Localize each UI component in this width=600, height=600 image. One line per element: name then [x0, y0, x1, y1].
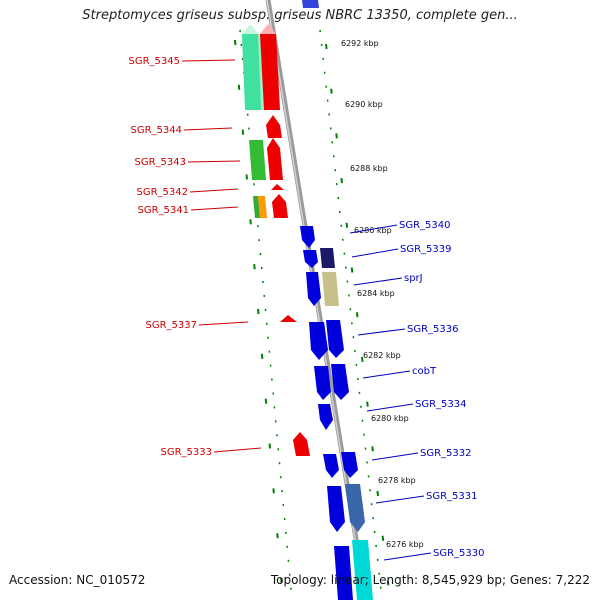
gene-label-leader [189, 188, 239, 193]
gene-sgr-5330a[interactable] [334, 546, 353, 600]
left-tick-row [234, 39, 284, 600]
gene-label-leader [190, 206, 239, 211]
gene-label-leader [371, 452, 419, 461]
gene-label[interactable]: SGR_5330 [433, 548, 485, 559]
gene-label-leader [375, 495, 425, 504]
gene-sprj-blue[interactable] [306, 272, 321, 306]
gene-sgr-5334[interactable] [318, 404, 333, 430]
gene-sgr-5344[interactable] [266, 115, 282, 138]
gene-sgr-5331b[interactable] [345, 484, 365, 532]
right-tick-row [325, 43, 391, 600]
scale-label: 6288 kbp [350, 164, 388, 173]
gene-label-leader [181, 59, 236, 62]
map-title: Streptomyces griseus subsp. griseus NBRC… [82, 8, 518, 23]
gene-label-leader [366, 403, 414, 412]
gene-sgr-5343[interactable] [267, 138, 283, 180]
gene-label-leader [351, 248, 399, 258]
gene-label-leader [213, 447, 262, 453]
accession-label: Accession: NC_010572 [9, 573, 146, 587]
gene-sgr-5340[interactable] [300, 226, 315, 248]
gene-label-leader [183, 127, 233, 131]
gene-label[interactable]: SGR_5332 [420, 448, 472, 459]
genome-summary: Topology: linear; Length: 8,545,929 bp; … [271, 573, 590, 587]
gene-label[interactable]: SGR_5345 [129, 56, 181, 67]
gene-label-leader [357, 328, 406, 336]
gene-sprj[interactable] [322, 272, 339, 306]
gene-sgr-5331a[interactable] [327, 486, 345, 532]
gene-label[interactable]: SGR_5341 [138, 205, 190, 216]
scale-label: 6280 kbp [371, 414, 409, 423]
genes-count-label: Genes: 7,222 [509, 573, 590, 587]
gene-sgr-5345[interactable] [242, 24, 280, 110]
scale-labels: 6292 kbp 6290 kbp 6288 kbp 6286 kbp 6284 kbp… [341, 39, 424, 549]
gene-top-blue[interactable] [302, 0, 319, 8]
gene-sgr-5337[interactable] [280, 315, 297, 322]
gene-sgr-5339[interactable] [303, 250, 318, 268]
scale-label: 6276 kbp [386, 540, 424, 549]
gene-label[interactable]: SGR_5337 [146, 320, 198, 331]
gene-label[interactable]: SGR_5339 [400, 244, 452, 255]
gene-label[interactable]: SGR_5334 [415, 399, 467, 410]
gene-label-leader [383, 552, 432, 561]
gene-sgr-5332a[interactable] [323, 454, 339, 478]
left-gene-labels: SGR_5345 SGR_5344 SGR_5343 SGR_5342 SGR_5341… [129, 56, 262, 458]
gene-label-leader [198, 321, 249, 326]
gene-label[interactable]: SGR_5340 [399, 220, 451, 231]
gene-label[interactable]: SGR_5342 [137, 187, 189, 198]
scale-label: 6286 kbp [354, 226, 392, 235]
gene-sgr-5330b[interactable] [352, 540, 373, 600]
gene-label[interactable]: SGR_5344 [131, 125, 183, 136]
gene-label[interactable]: SGR_5333 [161, 447, 213, 458]
gene-sgr-5339b[interactable] [320, 248, 335, 268]
gene-label-leader [187, 160, 241, 163]
gene-sgr-5333[interactable] [293, 432, 310, 456]
scale-label: 6278 kbp [378, 476, 416, 485]
scale-label: 6284 kbp [357, 289, 395, 298]
gene-label-leader [362, 370, 411, 379]
topology-label: Topology: linear; [270, 573, 369, 587]
right-outer-track-guide [319, 29, 383, 600]
gene-cobt-a[interactable] [314, 366, 331, 400]
scale-label: 6282 kbp [363, 351, 401, 360]
scale-label: 6290 kbp [345, 100, 383, 109]
gene-label[interactable]: SGR_5331 [426, 491, 478, 502]
length-label: Length: 8,545,929 bp; [372, 573, 507, 587]
gene-label-leader [353, 277, 403, 286]
gene-sgr-5343-green[interactable] [249, 140, 266, 180]
gene-sgr-5342[interactable] [271, 184, 284, 190]
gene-sgr-5336b[interactable] [326, 320, 344, 358]
gene-sgr-5332b[interactable] [341, 452, 358, 478]
gene-sgr-5341[interactable] [253, 194, 288, 218]
gene-cobt-b[interactable] [331, 364, 349, 400]
right-gene-labels: SGR_5340 SGR_5339 sprJ SGR_5336 cobT SGR_5334… [349, 220, 485, 561]
gene-label[interactable]: SGR_5343 [135, 157, 187, 168]
gene-label[interactable]: sprJ [404, 273, 423, 284]
left-outer-track-guide [239, 29, 293, 600]
scale-label: 6292 kbp [341, 39, 379, 48]
gene-label[interactable]: cobT [412, 366, 437, 377]
gene-label[interactable]: SGR_5336 [407, 324, 459, 335]
gene-label-leader [349, 224, 398, 234]
gene-sgr-5336a[interactable] [309, 322, 328, 360]
